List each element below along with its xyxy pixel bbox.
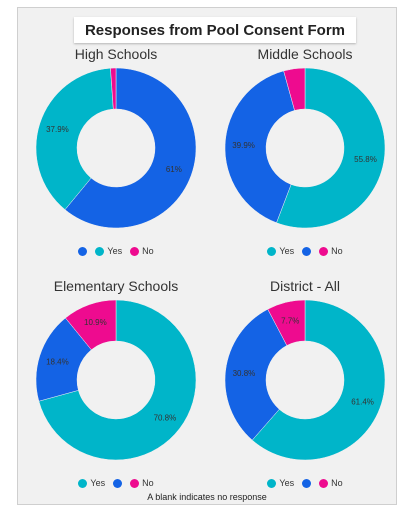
legend-label: No — [331, 478, 343, 488]
legend-swatch — [319, 246, 329, 256]
slice-value-label: 61.4% — [351, 398, 374, 407]
legend-swatch — [267, 478, 277, 488]
legend-swatch — [95, 246, 105, 256]
legend: Yes No — [210, 478, 400, 488]
donut-slice[interactable] — [283, 68, 306, 111]
legend-item[interactable] — [113, 478, 123, 488]
legend: Yes No — [210, 246, 400, 256]
legend-label: Yes — [279, 478, 295, 488]
legend: Yes No — [21, 246, 211, 256]
donut-slice[interactable] — [65, 300, 117, 351]
slice-value-label: 30.8% — [233, 369, 256, 378]
legend-swatch — [78, 478, 88, 488]
legend-swatch — [78, 246, 88, 256]
chart-title: Elementary Schools — [53, 278, 179, 294]
donut-slice[interactable] — [38, 300, 197, 461]
legend-item[interactable]: No — [130, 478, 154, 488]
slice-value-label: 55.8% — [354, 155, 377, 164]
legend-item[interactable]: No — [319, 478, 343, 488]
legend-item[interactable]: No — [130, 246, 154, 256]
slice-value-label: 39.9% — [232, 141, 255, 150]
legend-label: No — [142, 246, 154, 256]
donut-slice[interactable] — [225, 70, 295, 224]
legend-item[interactable]: Yes — [78, 478, 105, 488]
legend-swatch — [113, 478, 123, 488]
chart-middle-schools: Middle Schools 55.8% 39.9% Yes No — [210, 46, 400, 276]
chart-district-all: District - All 61.4% 30.8% 7.7% Yes No — [210, 278, 400, 508]
chart-title: Middle Schools — [257, 46, 353, 62]
legend-item[interactable]: Yes — [95, 246, 122, 256]
donut-slice[interactable] — [267, 300, 306, 346]
chart-title: District - All — [270, 278, 340, 294]
donut-slice[interactable] — [276, 68, 386, 229]
legend-swatch — [302, 478, 312, 488]
donut-svg: 55.8% 39.9% — [225, 68, 386, 229]
legend-item[interactable] — [78, 246, 88, 256]
dashboard-title: Responses from Pool Consent Form — [84, 21, 346, 39]
legend: Yes No — [21, 478, 211, 488]
slice-value-label: 37.9% — [46, 125, 69, 134]
legend-swatch — [302, 246, 312, 256]
chart-high-schools: High Schools 61% 37.9% Yes No — [21, 46, 211, 276]
slice-value-label: 10.9% — [84, 318, 107, 327]
legend-item[interactable] — [302, 478, 312, 488]
donut-slice[interactable] — [251, 300, 386, 461]
donut-svg: 70.8% 18.4% 10.9% — [36, 300, 197, 461]
title-box: Responses from Pool Consent Form — [74, 17, 356, 43]
legend-item[interactable]: Yes — [267, 246, 294, 256]
legend-label: No — [331, 246, 343, 256]
legend-label: Yes — [279, 246, 295, 256]
donut-svg: 61.4% 30.8% 7.7% — [225, 300, 386, 461]
donut-slice[interactable] — [36, 68, 114, 210]
donut-slice[interactable] — [110, 68, 117, 110]
slice-value-label: 18.4% — [46, 357, 69, 366]
chart-elementary-schools: Elementary Schools 70.8% 18.4% 10.9% Yes No — [21, 278, 211, 508]
legend-swatch — [319, 478, 329, 488]
legend-label: Yes — [107, 246, 123, 256]
legend-swatch — [130, 246, 140, 256]
legend-item[interactable]: No — [319, 246, 343, 256]
donut-slice[interactable] — [64, 68, 197, 229]
chart-title: High Schools — [74, 46, 158, 62]
donut-slice[interactable] — [225, 308, 288, 441]
legend-label: Yes — [90, 478, 106, 488]
slice-value-label: 61% — [166, 165, 182, 174]
legend-swatch — [267, 246, 277, 256]
slice-value-label: 7.7% — [281, 316, 299, 325]
slice-value-label: 70.8% — [154, 413, 177, 422]
legend-item[interactable] — [302, 246, 312, 256]
dashboard-panel: Responses from Pool Consent Form High Sc… — [17, 7, 397, 505]
legend-swatch — [130, 478, 140, 488]
footnote: A blank indicates no response — [147, 492, 267, 502]
legend-label: No — [142, 478, 154, 488]
legend-item[interactable]: Yes — [267, 478, 294, 488]
donut-svg: 61% 37.9% — [36, 68, 197, 229]
